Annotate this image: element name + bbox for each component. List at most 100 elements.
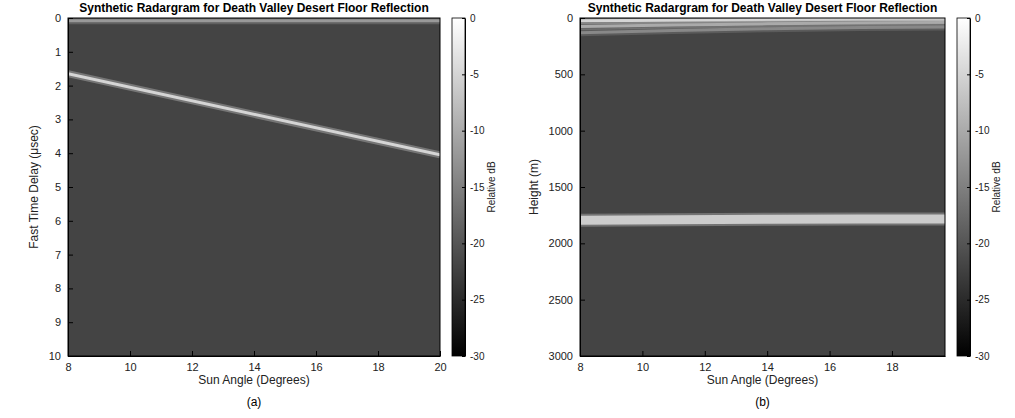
reflection-halo [580, 219, 945, 220]
y-tick-mark [68, 187, 73, 188]
colorbar-tick-label: -10 [470, 125, 485, 136]
colorbar-tick-mark [967, 18, 970, 19]
x-axis: 8101214161820 [65, 351, 446, 373]
x-tick-mark [192, 351, 193, 356]
colorbar-tick-label: -30 [975, 351, 990, 362]
x-tick-mark [830, 351, 831, 356]
figure: 8101214161820012345678910Sun Angle (Degr… [0, 0, 1015, 418]
x-tick-mark [892, 351, 893, 356]
chart-title: Synthetic Radargram for Death Valley Des… [79, 1, 428, 15]
x-tick-mark [705, 351, 706, 356]
y-tick-mark [68, 86, 73, 87]
x-tick: 16 [824, 351, 836, 373]
y-tick-mark [68, 288, 73, 289]
colorbar-axis-line [970, 19, 971, 357]
y-tick: 0 [567, 12, 585, 24]
colorbar-tick-mark [967, 243, 970, 244]
x-tick-label: 18 [372, 361, 384, 373]
reflection-line [68, 74, 440, 155]
y-tick-label: 10 [49, 350, 61, 362]
colorbar-title: Relative dB [486, 161, 497, 212]
y-tick: 2500 [549, 294, 585, 306]
colorbar-tick-label: -10 [975, 125, 990, 136]
chart-title: Synthetic Radargram for Death Valley Des… [588, 1, 937, 15]
colorbar-tick-mark [462, 187, 465, 188]
y-tick-label: 0 [567, 12, 573, 24]
colorbar-tick: -25 [967, 294, 990, 305]
panel: 8101214161820012345678910Sun Angle (Degr… [27, 1, 497, 409]
colorbar-tick-mark [967, 187, 970, 188]
y-tick-mark [580, 300, 585, 301]
y-tick-label: 8 [55, 282, 61, 294]
x-tick-mark [642, 351, 643, 356]
colorbar-axis-line [465, 19, 466, 357]
x-tick-mark [316, 351, 317, 356]
y-tick: 0 [55, 12, 73, 24]
y-tick-mark [68, 255, 73, 256]
colorbar-tick-mark [462, 131, 465, 132]
y-tick-mark [580, 74, 585, 75]
y-tick-mark [580, 187, 585, 188]
y-tick-mark [68, 18, 73, 19]
x-tick-label: 16 [310, 361, 322, 373]
y-tick: 3 [55, 113, 73, 125]
x-tick-label: 14 [248, 361, 260, 373]
y-tick: 500 [555, 68, 585, 80]
x-tick-mark [767, 351, 768, 356]
y-tick: 9 [55, 316, 73, 328]
y-tick-label: 5 [55, 181, 61, 193]
x-axis-line [69, 356, 441, 357]
colorbar-tick: -20 [462, 238, 485, 249]
reflection-line [68, 19, 440, 22]
colorbar-tick-label: -15 [975, 182, 990, 193]
colorbar-tick: -5 [967, 69, 984, 80]
colorbar-tick-label: -20 [470, 238, 485, 249]
y-tick-label: 3 [55, 113, 61, 125]
x-tick-mark [378, 351, 379, 356]
y-tick-label: 2 [55, 80, 61, 92]
colorbar-tick: -15 [967, 182, 990, 193]
y-tick-mark [580, 356, 585, 357]
x-axis: 81012141618 [577, 351, 945, 373]
y-tick-mark [580, 131, 585, 132]
y-tick-mark [580, 18, 585, 19]
colorbar-tick: -10 [967, 125, 990, 136]
y-tick-label: 2500 [549, 294, 573, 306]
colorbar-tick: 0 [462, 13, 476, 24]
y-tick-mark [68, 221, 73, 222]
x-tick-mark [440, 351, 441, 356]
colorbar-tick-mark [967, 356, 970, 357]
y-tick-mark [68, 356, 73, 357]
y-axis-title: Fast Time Delay (μsec) [27, 125, 41, 249]
y-axis: 0 1 2 3 4 5 6 7 8 9 10 [49, 12, 73, 362]
y-tick: 4 [55, 147, 73, 159]
y-tick-label: 4 [55, 147, 61, 159]
x-tick-label: 10 [124, 361, 136, 373]
colorbar-tick-mark [967, 74, 970, 75]
reflection-line [580, 27, 945, 33]
reflection-halo [580, 27, 945, 33]
x-tick-label: 8 [577, 361, 583, 373]
y-tick-label: 1 [55, 46, 61, 58]
y-tick: 1000 [549, 125, 585, 137]
y-tick-label: 7 [55, 249, 61, 261]
x-tick: 14 [248, 351, 260, 373]
noise-floor [68, 18, 440, 356]
colorbar-tick-label: -25 [975, 294, 990, 305]
colorbar-tick: -5 [462, 69, 479, 80]
colorbar-tick-mark [462, 74, 465, 75]
y-tick-mark [68, 322, 73, 323]
y-tick: 10 [49, 350, 73, 362]
y-tick-label: 0 [55, 12, 61, 24]
colorbar-tick-mark [967, 300, 970, 301]
y-tick-label: 6 [55, 215, 61, 227]
panel-caption: (b) [755, 395, 770, 409]
colorbar-tick-label: -5 [975, 69, 984, 80]
plot-area [580, 18, 945, 356]
x-tick: 12 [699, 351, 711, 373]
colorbar-axis: 0-5-10-15-20-25-30 [462, 13, 485, 362]
plot-frame [68, 18, 440, 356]
colorbar-tick-label: -30 [470, 351, 485, 362]
y-tick: 1 [55, 46, 73, 58]
colorbar-tick-mark [462, 243, 465, 244]
